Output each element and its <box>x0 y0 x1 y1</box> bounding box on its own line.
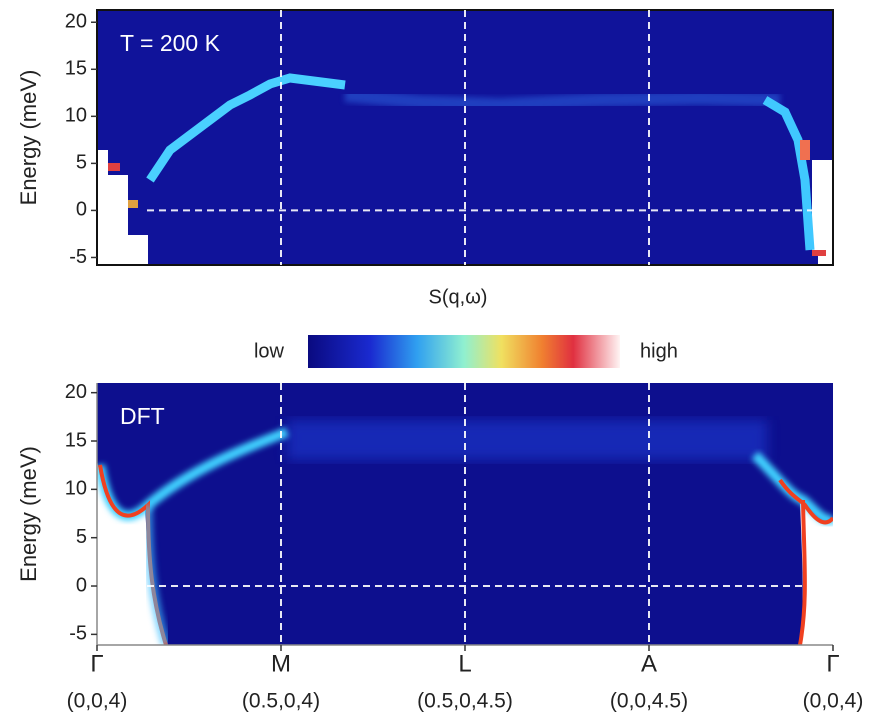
x-tick-label: Γ <box>90 650 103 677</box>
x-tick-coord: (0,0,4) <box>803 690 864 713</box>
x-tick-coord: (0.5,0,4.5) <box>417 690 513 713</box>
x-tick-coord: (0.5,0,4) <box>242 690 320 713</box>
y-tick-label: 10 <box>65 478 87 500</box>
y-tick-label: 15 <box>65 58 87 80</box>
y-axis-label: Energy (meV) <box>16 70 41 206</box>
y-tick-label: 0 <box>76 199 87 221</box>
y-tick-label: 20 <box>65 11 87 33</box>
x-tick-label: M <box>271 650 291 677</box>
y-tick-label: -5 <box>69 623 87 645</box>
x-tick-label: L <box>458 650 471 677</box>
panel-annotation: DFT <box>120 403 165 429</box>
x-tick-coord: (0,0,4.5) <box>610 690 688 713</box>
y-tick-label: 15 <box>65 429 87 451</box>
panel-annotation: T = 200 K <box>120 30 221 56</box>
y-tick-label: 5 <box>76 152 87 174</box>
colorbar <box>308 335 620 368</box>
x-tick-coord: (0,0,4) <box>67 690 128 713</box>
colorbar-high: high <box>640 340 678 362</box>
y-tick-label: 5 <box>76 526 87 548</box>
colorbar-title: S(q,ω) <box>429 286 488 308</box>
x-tick-label: A <box>641 650 657 677</box>
colorbar-low: low <box>254 340 285 362</box>
y-tick-label: 0 <box>76 574 87 596</box>
y-tick-label: -5 <box>69 246 87 268</box>
y-axis-label: Energy (meV) <box>16 446 41 582</box>
x-tick-label: Γ <box>826 650 839 677</box>
y-tick-label: 20 <box>65 381 87 403</box>
y-tick-label: 10 <box>65 105 87 127</box>
